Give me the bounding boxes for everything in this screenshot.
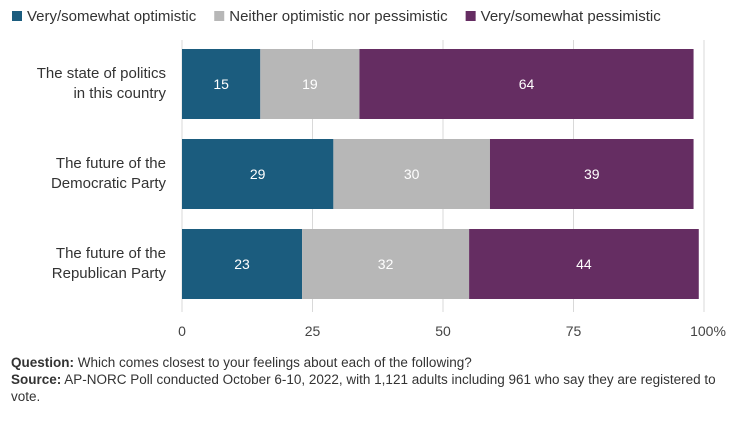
source-note: Source: AP-NORC Poll conducted October 6… (11, 371, 736, 405)
legend-label-2: Very/somewhat pessimistic (481, 8, 662, 25)
category-label-0-line-1: in this country (73, 85, 166, 102)
bar-0-2 (359, 49, 694, 119)
x-tick-label-25: 25 (305, 323, 321, 339)
legend-swatch-1 (214, 11, 225, 21)
bar-2-1 (302, 229, 470, 299)
question-note: Question: Which comes closest to your fe… (11, 354, 736, 371)
source-label: Source: (11, 372, 62, 387)
bar-2-2 (469, 229, 699, 299)
category-label-2-line-0: The future of the (56, 245, 166, 262)
bar-0-1 (260, 49, 360, 119)
bar-2-0 (182, 229, 303, 299)
data-label-1-2: 39 (584, 166, 600, 182)
bar-0-0 (182, 49, 261, 119)
data-label-0-0: 15 (213, 76, 229, 92)
category-label-2-line-1: Republican Party (52, 265, 167, 282)
legend-label-1: Neither optimistic nor pessimistic (229, 8, 448, 25)
source-text: AP-NORC Poll conducted October 6-10, 202… (11, 372, 716, 404)
x-tick-label-0: 0 (178, 323, 186, 339)
x-tick-label-100: 100% (690, 323, 726, 339)
question-label: Question: (11, 355, 74, 370)
bar-1-0 (182, 139, 334, 209)
category-label-0-line-0: The state of politics (37, 65, 166, 82)
data-label-1-0: 29 (250, 166, 266, 182)
stacked-bar-chart: 0 25 50 75 100% Very/somewhat optimistic Neith… (12, 8, 726, 339)
data-label-0-2: 64 (519, 76, 535, 92)
x-tick-label-50: 50 (435, 323, 451, 339)
category-label-1-line-0: The future of the (56, 155, 166, 172)
legend-swatch-0 (12, 11, 22, 21)
data-label-2-0: 23 (234, 256, 250, 272)
data-label-2-2: 44 (576, 256, 592, 272)
category-label-1-line-1: Democratic Party (51, 175, 167, 192)
bar-1-1 (333, 139, 490, 209)
legend-swatch-2 (465, 11, 476, 21)
bar-1-2 (489, 139, 694, 209)
legend-label-0: Very/somewhat optimistic (27, 8, 197, 25)
data-label-1-1: 30 (404, 166, 420, 182)
data-label-0-1: 19 (302, 76, 318, 92)
data-label-2-1: 32 (378, 256, 394, 272)
chart-notes: Question: Which comes closest to your fe… (11, 354, 736, 405)
question-text: Which comes closest to your feelings abo… (74, 355, 472, 370)
x-tick-label-75: 75 (566, 323, 582, 339)
